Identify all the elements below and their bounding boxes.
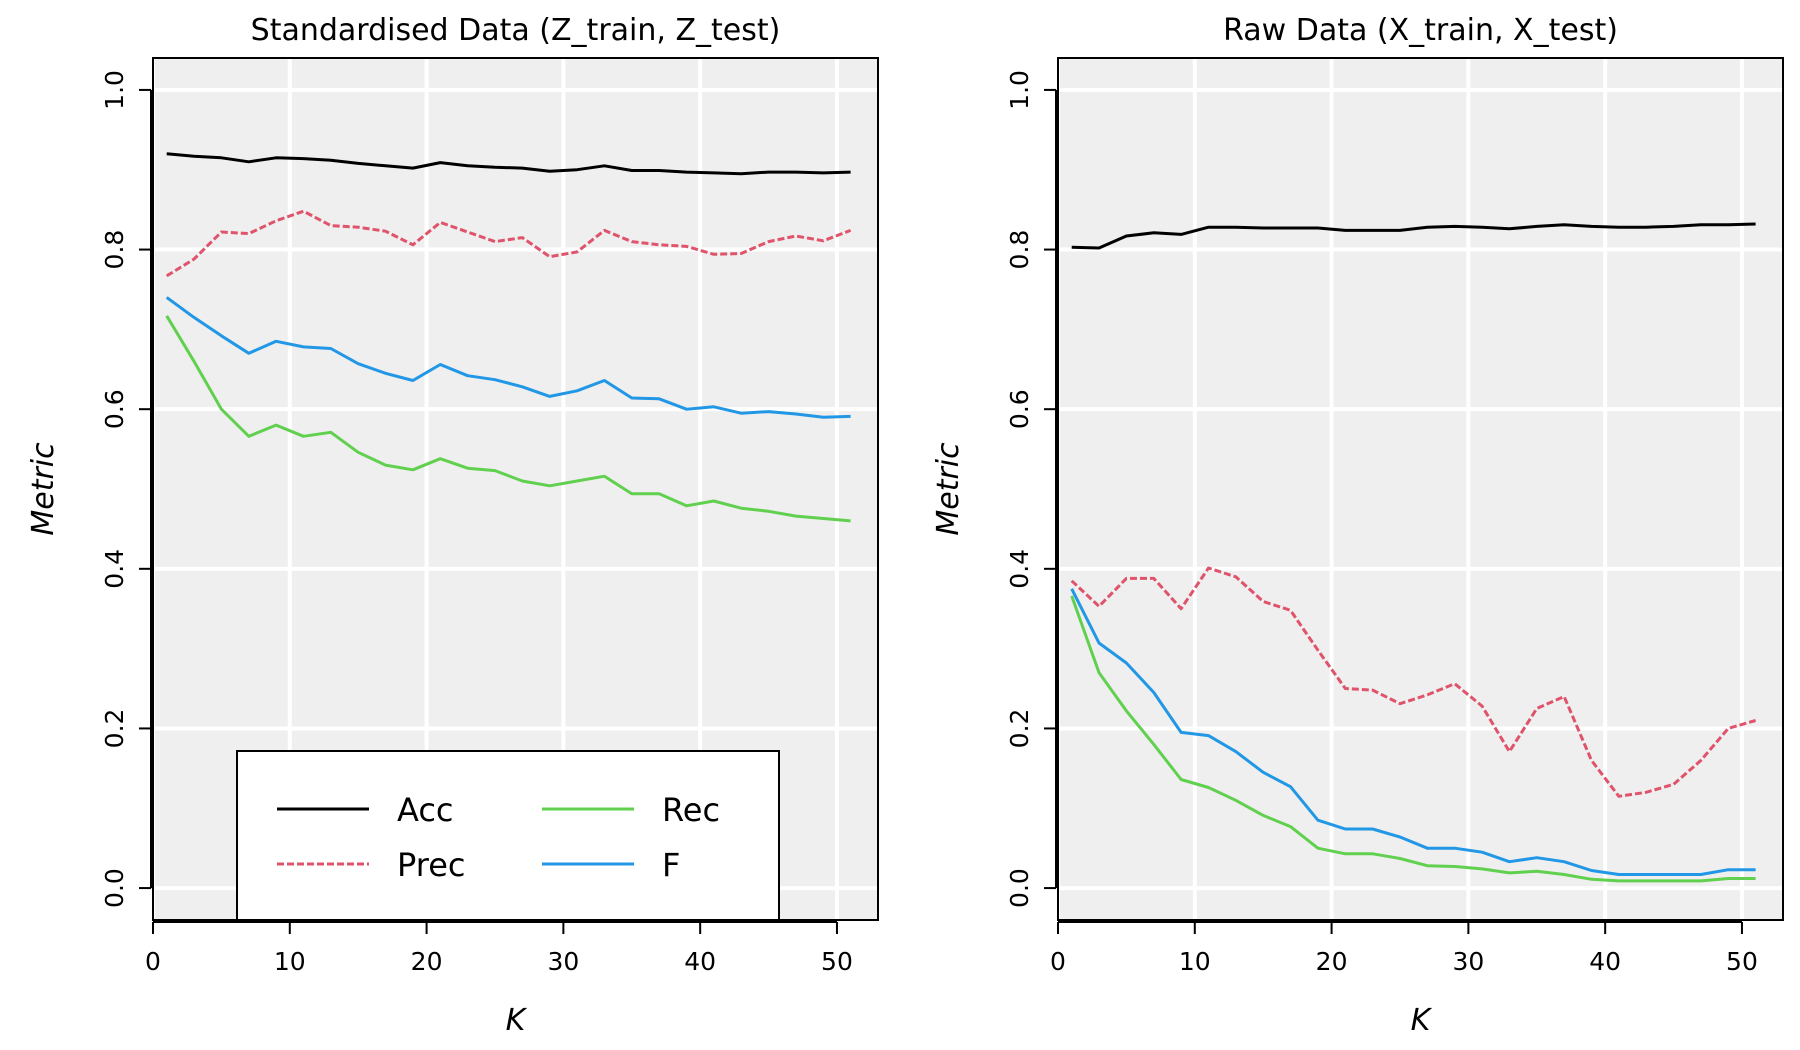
chart-panel-2: 0 10 20 30 40 50 0.0 0.2 0.4 0.6 0.8 1.0 Raw Data (X… [931,13,1784,1038]
series-line-f [1070,588,1756,876]
series-line-prec [165,209,852,278]
x-tick-label: 40 [1589,947,1621,976]
chart-title: Raw Data (X_train, X_test) [1223,13,1618,48]
x-tick-label: 10 [274,947,306,976]
x-tick-label: 30 [547,947,579,976]
x-tick-label: 50 [821,947,853,976]
legend-label-prec: Prec [397,846,465,884]
y-tick-label: 0.6 [100,389,129,429]
x-tick-label: 40 [684,947,716,976]
x-tick-label: 30 [1452,947,1484,976]
x-tick-label: 50 [1726,947,1758,976]
x-tick-label: 20 [411,947,443,976]
plot-frame [1057,57,1784,921]
y-tick-label: 0.2 [100,709,129,749]
y-tick-label: 1.0 [1005,70,1034,110]
legend-label-rec: Rec [662,791,720,829]
series-line-acc [1071,222,1756,250]
y-tick-label: 0.4 [1005,549,1034,589]
legend-box [236,750,780,921]
x-axis-label: K [1411,1003,1433,1038]
plot-background [1058,58,1783,920]
x-axis-label: K [506,1003,528,1038]
y-tick-label: 0.0 [100,868,129,908]
x-tick-label: 0 [1050,947,1066,976]
x-tick-label: 0 [145,947,161,976]
y-tick-label: 0.2 [1005,709,1034,749]
legend-label-f: F [662,846,680,884]
chart-panel-1: 0 10 20 30 40 50 0.0 0.2 0.4 0.6 0.8 1.0 Standardise… [26,13,879,1038]
legend-label-acc: Acc [397,791,454,829]
y-tick-label: 0.4 [100,549,129,589]
legend: Acc Prec Rec F [236,750,780,921]
chart-title: Standardised Data (Z_train, Z_test) [251,13,781,48]
series-line-rec [165,315,851,523]
series-line-prec [1070,566,1757,798]
series-line-rec [1070,595,1756,883]
y-axis-label: Metric [26,442,61,536]
series-line-f [165,296,851,419]
series-line-acc [166,152,851,176]
x-tick-label: 20 [1316,947,1348,976]
y-tick-label: 0.8 [100,230,129,270]
y-tick-label: 0.0 [1005,868,1034,908]
y-tick-label: 0.6 [1005,389,1034,429]
x-tick-label: 10 [1179,947,1211,976]
y-tick-label: 1.0 [100,70,129,110]
y-tick-label: 0.8 [1005,230,1034,270]
y-axis-label: Metric [931,442,966,536]
